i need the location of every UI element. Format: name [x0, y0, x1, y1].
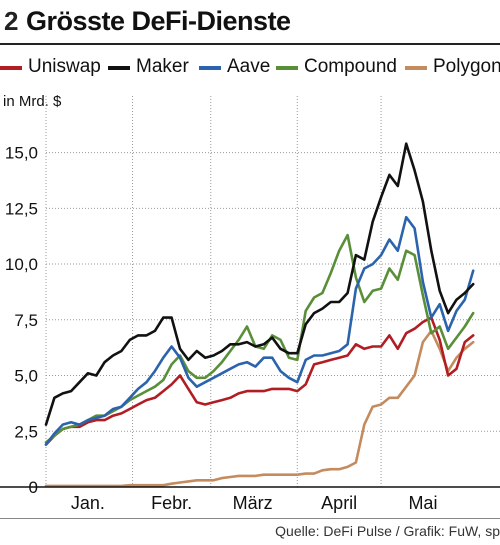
source-note: Quelle: DeFi Pulse / Grafik: FuW, sp: [275, 523, 500, 539]
y-tick-label: 5,0: [14, 367, 38, 386]
legend-swatch-uniswap: [0, 66, 22, 70]
legend: Uniswap Maker Aave Compound Polygon: [0, 54, 500, 82]
legend-label-polygon: Polygon: [433, 56, 500, 77]
legend-swatch-aave: [199, 66, 221, 70]
y-tick-label: 10,0: [5, 255, 38, 274]
chart-title: Grösste DeFi-Dienste: [26, 6, 291, 36]
x-tick-label: April: [321, 493, 357, 513]
legend-swatch-polygon: [405, 66, 427, 70]
series-line-aave: [44, 215, 475, 446]
y-axis-unit-label: in Mrd. $: [3, 93, 62, 110]
header-rule: [0, 43, 500, 45]
legend-label-compound: Compound: [304, 56, 397, 77]
grid-layer: [45, 96, 500, 488]
legend-label-maker: Maker: [136, 56, 189, 77]
y-tick-label: 15,0: [5, 144, 38, 163]
figure-number: 2: [4, 6, 19, 36]
x-tick-label: Jan.: [71, 493, 105, 513]
x-tick-label: März: [233, 493, 273, 513]
x-tick-label: Mai: [408, 493, 437, 513]
footer-rule: [0, 518, 500, 519]
y-tick-label: 12,5: [5, 199, 38, 218]
axis-layer: 02,55,07,510,012,515,0Jan.Febr.MärzApril…: [0, 144, 500, 513]
x-tick-label: Febr.: [151, 493, 192, 513]
legend-swatch-compound: [276, 66, 298, 70]
legend-label-uniswap: Uniswap: [28, 56, 101, 77]
legend-swatch-maker: [108, 66, 130, 70]
y-tick-label: 2,5: [14, 422, 38, 441]
series-line-uniswap: [44, 316, 475, 446]
chart-header: 2 Grösste DeFi-Dienste: [0, 0, 500, 45]
y-tick-label: 7,5: [14, 311, 38, 330]
series-layer: [44, 142, 475, 488]
series-line-maker: [44, 142, 475, 426]
series-line-polygon: [44, 329, 475, 488]
legend-label-aave: Aave: [227, 56, 271, 77]
